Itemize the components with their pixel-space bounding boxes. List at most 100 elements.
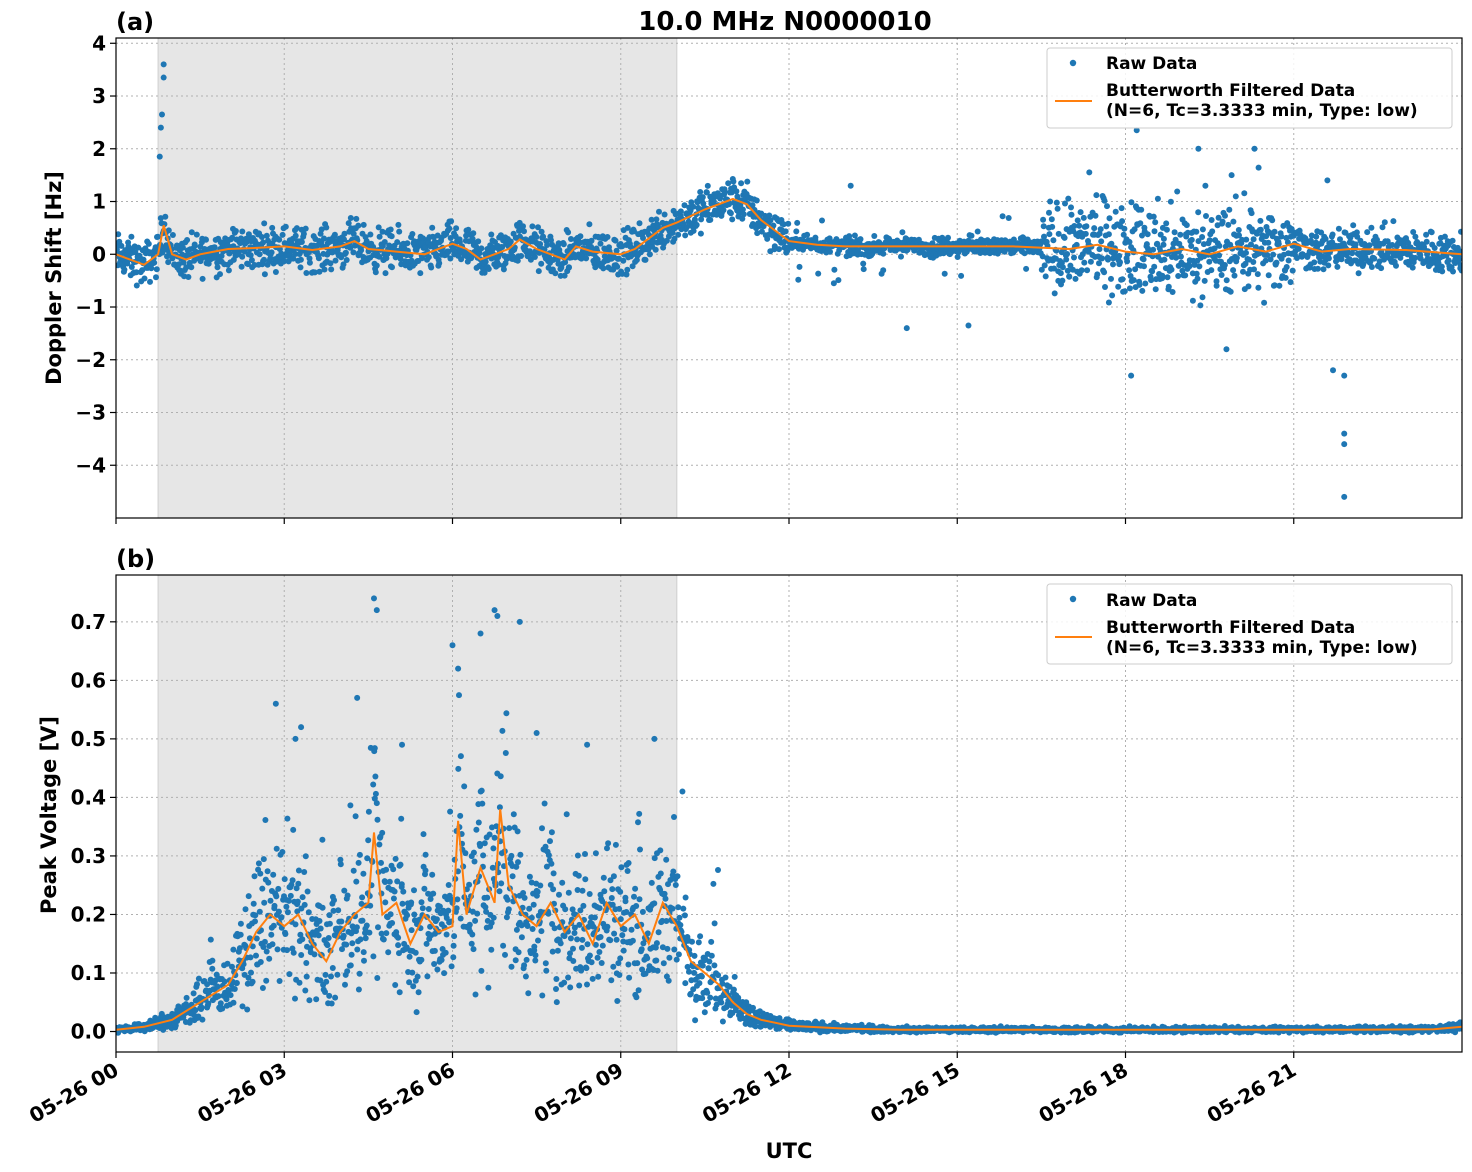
raw-point [418,956,425,963]
raw-point [598,960,605,966]
raw-point [422,867,429,874]
raw-point [705,211,712,218]
raw-point [514,257,521,264]
raw-point [673,956,680,963]
raw-point [431,947,438,954]
raw-point [373,262,380,269]
raw-point [279,231,286,238]
shaded-interval-a [157,38,678,518]
raw-point [304,888,311,895]
raw-point [1423,238,1430,245]
raw-point [457,753,464,760]
raw-point [1144,231,1151,238]
raw-point [1101,197,1108,204]
raw-point [597,934,604,940]
raw-point [436,903,443,910]
raw-point [1235,227,1242,233]
raw-point [1368,264,1375,270]
raw-point [733,188,740,195]
raw-point [551,925,558,932]
raw-point [344,892,351,899]
raw-point [657,847,664,854]
legend-filtered-params-a: (N=6, Tc=3.3333 min, Type: low) [1106,101,1418,121]
raw-point [1059,277,1066,284]
raw-point [1206,237,1213,244]
raw-point [434,966,441,973]
raw-point [1055,230,1062,237]
raw-point [1175,273,1182,279]
raw-point [470,946,477,953]
raw-point [1050,237,1057,244]
raw-point [1142,280,1149,287]
raw-point [322,989,328,995]
raw-point [749,202,756,209]
raw-data-outliers-a [156,61,1348,500]
raw-point [1320,266,1327,273]
raw-point [185,274,192,280]
raw-point [217,271,223,278]
raw-point [721,188,728,195]
raw-point [855,247,861,254]
raw-point [302,225,309,232]
raw-point [929,240,936,247]
raw-point [1366,242,1373,249]
raw-point [1171,229,1178,236]
raw-point [316,268,323,275]
raw-point [330,907,337,914]
raw-point [294,898,301,905]
raw-point [404,912,411,919]
raw-point [303,270,310,276]
raw-point [323,978,330,985]
raw-outlier-point [903,325,910,332]
raw-point [1428,229,1435,236]
raw-point [383,930,390,937]
raw-point [584,981,590,988]
raw-point [1041,233,1047,240]
legend-frame-a [1046,47,1453,129]
raw-point [340,932,347,939]
raw-point [364,855,371,862]
raw-point [514,828,521,835]
raw-point [298,952,305,958]
raw-point [275,908,282,915]
raw-point [1128,199,1135,206]
raw-outlier-point [1330,367,1337,374]
raw-point [629,937,636,944]
raw-point [1243,236,1250,243]
raw-point [480,852,487,859]
raw-point [728,189,735,196]
raw-point [986,250,993,257]
raw-point [1154,240,1161,247]
raw-point [504,896,511,903]
raw-point [622,898,629,905]
raw-point [636,810,643,817]
raw-point [744,178,751,185]
raw-point [578,944,585,951]
raw-point [675,904,682,911]
raw-point [341,230,348,237]
raw-point [205,1000,212,1007]
raw-point [295,867,302,874]
raw-point [1188,236,1195,243]
raw-point [1202,182,1209,189]
raw-point [682,980,689,987]
raw-point [245,893,252,900]
raw-point [1360,261,1367,268]
raw-point [390,866,397,873]
raw-point [600,265,607,272]
raw-point [1257,217,1264,224]
raw-point [624,266,631,273]
raw-point [363,238,370,245]
raw-point [472,991,479,998]
raw-point [503,914,510,921]
raw-point [282,223,289,230]
raw-point [1457,262,1462,269]
raw-point [550,886,557,893]
raw-point [204,981,211,988]
raw-point [345,220,352,227]
raw-point [300,230,307,237]
raw-point [513,926,520,933]
raw-point [958,272,965,279]
raw-point [1021,250,1028,257]
